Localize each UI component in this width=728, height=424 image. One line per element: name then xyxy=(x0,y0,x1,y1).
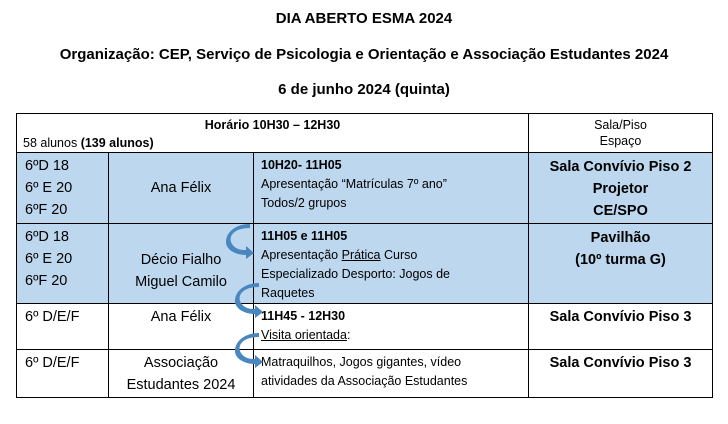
class: 6ºF 20 xyxy=(25,202,68,218)
activity-line: Raquetes xyxy=(261,286,315,300)
person: Ana Félix xyxy=(150,309,212,325)
row4-room: Sala Convívio Piso 3 xyxy=(528,349,713,398)
row1-classes: 6ºD 18 6º E 20 6ºF 20 xyxy=(16,152,109,224)
students-total: (139 alunos) xyxy=(80,136,154,150)
organization: Organização: CEP, Serviço de Psicologia … xyxy=(59,46,669,63)
activity-line: Visita orientada: xyxy=(261,326,528,345)
room: Sala Convívio Piso 2 xyxy=(549,159,692,175)
curved-arrow-icon xyxy=(235,333,263,368)
row1-people: Ana Félix xyxy=(108,152,254,224)
room-label: Sala/Piso xyxy=(594,118,647,132)
class: 6ºD 18 xyxy=(25,229,69,245)
row1-room: Sala Convívio Piso 2 Projetor CE/SPO xyxy=(528,152,713,224)
person: Ana Félix xyxy=(150,180,212,196)
class: 6ºD 18 xyxy=(25,158,69,174)
activity-line: Apresentação “Matrículas 7º ano” xyxy=(261,177,447,191)
class: 6º D/E/F xyxy=(25,309,80,325)
event-date: 6 de junho 2024 (quinta) xyxy=(278,81,450,98)
room: CE/SPO xyxy=(593,203,648,219)
row3-classes: 6º D/E/F xyxy=(16,303,109,350)
row1-activity: 10H20- 11H05 Apresentação “Matrículas 7º … xyxy=(253,152,529,224)
room: Projetor xyxy=(592,181,649,197)
class: 6º D/E/F xyxy=(25,355,80,371)
activity-text: Curso xyxy=(380,248,418,262)
activity-text: Apresentação xyxy=(261,248,342,262)
row4-people: Associação Estudantes 2024 xyxy=(108,349,254,398)
activity-line: Matraquilhos, Jogos gigantes, vídeo xyxy=(261,355,462,369)
row4-activity: Matraquilhos, Jogos gigantes, vídeo ativi… xyxy=(253,349,529,398)
activity-underlined: Prática xyxy=(341,248,381,262)
person: Associação xyxy=(143,355,219,371)
row3-activity: 11H45 - 12H30 Visita orientada: xyxy=(253,303,529,350)
class: 6º E 20 xyxy=(25,180,73,196)
curved-arrow-icon xyxy=(235,283,263,318)
doc-title: DIA ABERTO ESMA 2024 xyxy=(275,10,453,27)
row3-room: Sala Convívio Piso 3 xyxy=(528,303,713,350)
students-label: 58 alunos xyxy=(23,136,81,150)
header-schedule-cell: Horário 10H30 – 12H30 58 alunos (139 alu… xyxy=(16,113,529,153)
room: Sala Convívio Piso 3 xyxy=(549,355,692,371)
person: Miguel Camilo xyxy=(135,273,227,290)
header-room-cell: Sala/Piso Espaço xyxy=(528,113,713,153)
row2-room: Pavilhão (10º turma G) xyxy=(528,223,713,304)
time: 11H45 - 12H30 xyxy=(261,309,346,323)
activity-line: Todos/2 grupos xyxy=(261,196,347,210)
activity-underlined: Visita orientada xyxy=(261,328,347,342)
class: 6ºF 20 xyxy=(25,273,68,289)
activity-line: Apresentação Prática Curso xyxy=(261,246,528,265)
class: 6º E 20 xyxy=(25,251,73,267)
activity-line: Especializado Desporto: Jogos de xyxy=(261,267,451,281)
room: Sala Convívio Piso 3 xyxy=(549,309,692,325)
row2-classes: 6ºD 18 6º E 20 6ºF 20 xyxy=(16,223,109,304)
space-label: Espaço xyxy=(599,134,642,148)
activity-line: atividades da Associação Estudantes xyxy=(261,374,468,388)
row2-activity: 11H05 e 11H05 Apresentação Prática Curso… xyxy=(253,223,529,304)
room: Pavilhão xyxy=(590,230,651,246)
time: 10H20- 11H05 xyxy=(261,158,342,172)
students-count: 58 alunos (139 alunos) xyxy=(17,134,528,152)
schedule-label: Horário 10H30 – 12H30 xyxy=(204,118,341,132)
time: 11H05 e 11H05 xyxy=(261,229,348,243)
person: Estudantes 2024 xyxy=(126,377,236,393)
row4-classes: 6º D/E/F xyxy=(16,349,109,398)
curved-arrow-icon xyxy=(226,224,254,259)
person: Décio Fialho xyxy=(140,251,222,268)
room: (10º turma G) xyxy=(575,252,666,268)
activity-text: : xyxy=(346,328,351,342)
